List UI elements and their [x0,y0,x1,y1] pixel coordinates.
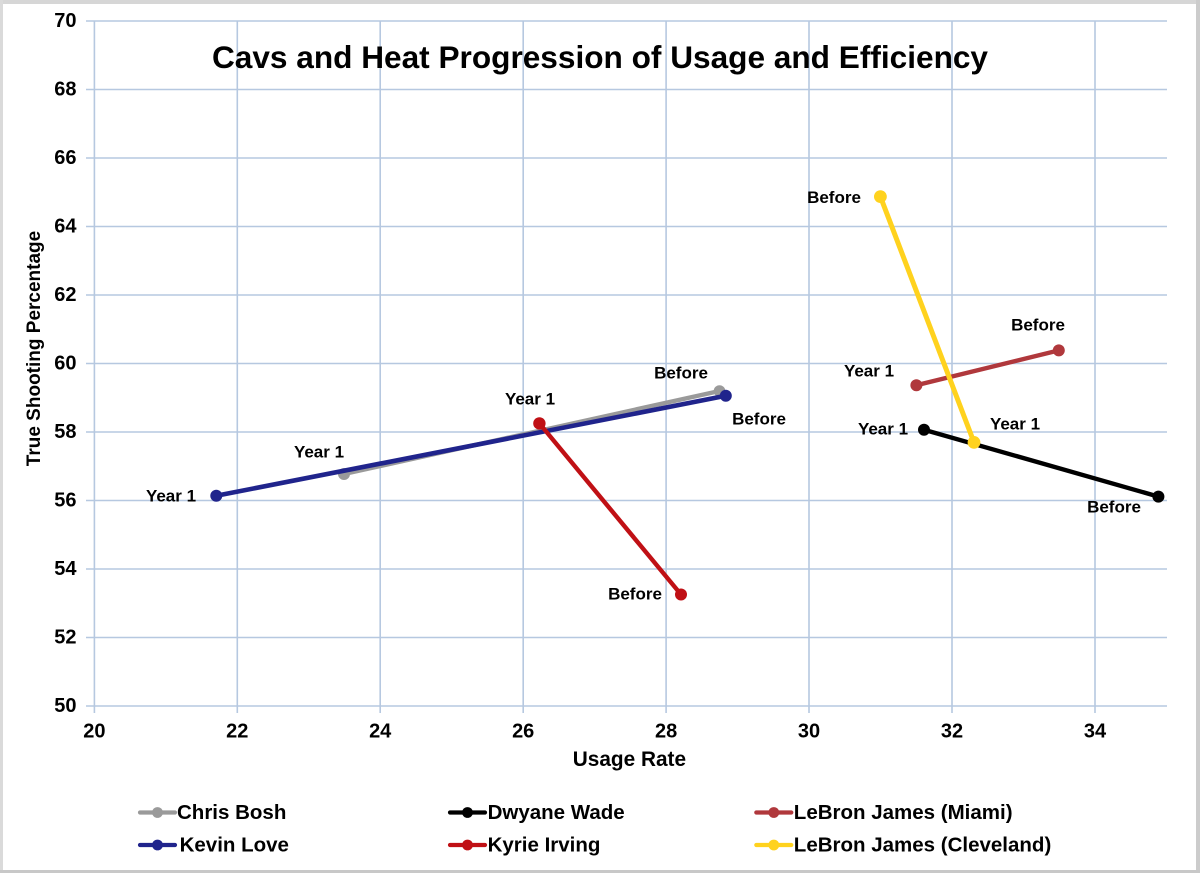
svg-text:50: 50 [54,695,76,717]
svg-text:Before: Before [1011,316,1065,335]
svg-text:56: 56 [54,490,76,512]
svg-text:Before: Before [608,585,662,604]
svg-text:Year 1: Year 1 [146,487,196,506]
svg-text:Year 1: Year 1 [990,415,1040,434]
svg-text:Usage Rate: Usage Rate [573,748,686,771]
svg-text:Before: Before [807,188,861,207]
svg-text:66: 66 [54,147,76,169]
svg-text:24: 24 [369,721,392,743]
svg-text:70: 70 [54,10,76,32]
svg-text:22: 22 [226,721,248,743]
svg-text:62: 62 [54,284,76,306]
svg-text:LeBron James (Miami): LeBron James (Miami) [794,801,1013,824]
svg-text:True Shooting Percentage: True Shooting Percentage [24,231,45,466]
svg-text:20: 20 [83,721,105,743]
svg-text:Year 1: Year 1 [844,362,894,381]
svg-text:30: 30 [798,721,820,743]
svg-text:54: 54 [54,558,77,580]
svg-text:Kevin Love: Kevin Love [180,834,289,857]
svg-text:Year 1: Year 1 [294,443,344,462]
svg-text:Year 1: Year 1 [858,420,908,439]
svg-text:60: 60 [54,353,76,375]
svg-text:64: 64 [54,216,77,238]
svg-text:Before: Before [1087,498,1141,517]
svg-text:Chris Bosh: Chris Bosh [177,801,286,824]
svg-text:28: 28 [655,721,677,743]
svg-text:LeBron James (Cleveland): LeBron James (Cleveland) [794,834,1051,857]
svg-text:Before: Before [732,410,786,429]
svg-text:26: 26 [512,721,534,743]
svg-text:Before: Before [654,364,708,383]
svg-text:Kyrie Irving: Kyrie Irving [488,834,601,857]
svg-text:Dwyane Wade: Dwyane Wade [488,801,625,824]
svg-text:52: 52 [54,627,76,649]
svg-text:58: 58 [54,421,76,443]
svg-text:34: 34 [1084,721,1107,743]
svg-text:Cavs and Heat Progression of U: Cavs and Heat Progression of Usage and E… [212,39,988,75]
svg-text:Year 1: Year 1 [505,390,555,409]
svg-text:32: 32 [941,721,963,743]
svg-text:68: 68 [54,79,76,101]
